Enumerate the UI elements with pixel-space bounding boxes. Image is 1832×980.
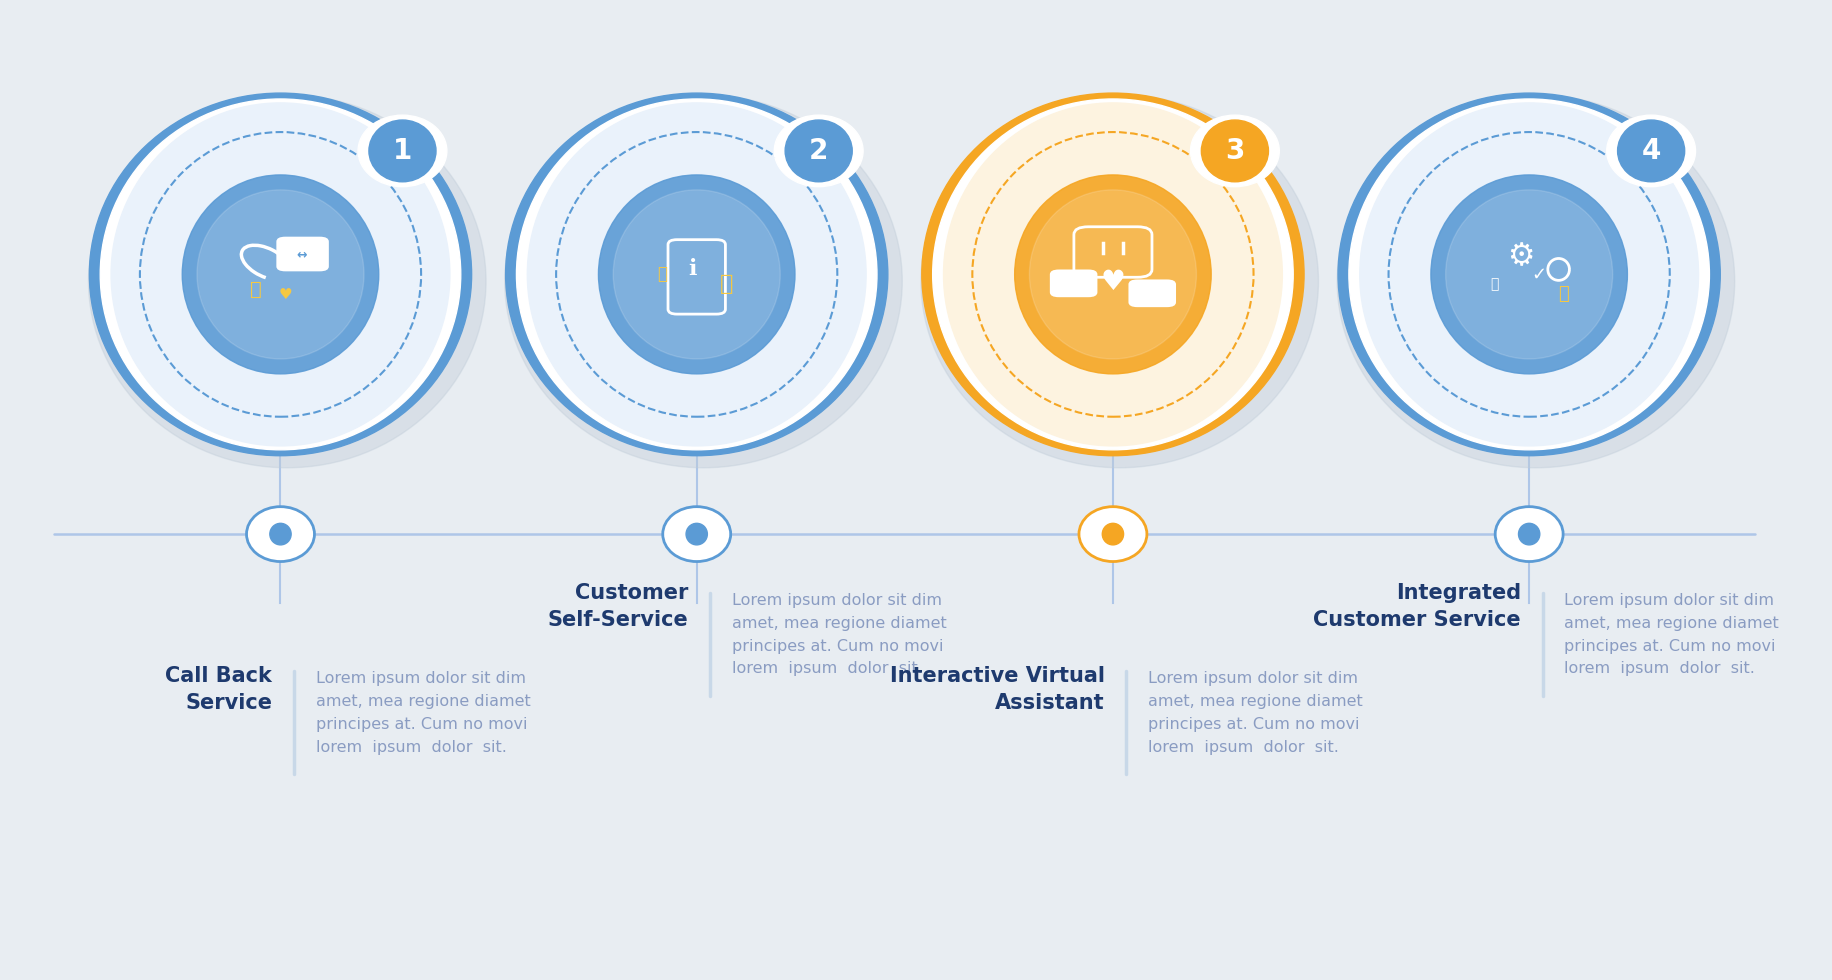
Ellipse shape xyxy=(775,116,863,186)
FancyBboxPatch shape xyxy=(1129,279,1176,307)
Text: ⚙: ⚙ xyxy=(1508,242,1535,271)
Ellipse shape xyxy=(1030,190,1196,359)
Text: Call Back
Service: Call Back Service xyxy=(165,666,273,712)
Text: 2: 2 xyxy=(810,137,828,165)
Text: 3: 3 xyxy=(1226,137,1244,165)
Text: 1: 1 xyxy=(392,137,412,165)
FancyBboxPatch shape xyxy=(277,237,330,271)
Ellipse shape xyxy=(198,190,365,359)
Ellipse shape xyxy=(1431,175,1627,374)
Ellipse shape xyxy=(1618,121,1685,182)
Ellipse shape xyxy=(614,190,780,359)
Ellipse shape xyxy=(506,95,901,467)
Ellipse shape xyxy=(90,93,471,456)
Ellipse shape xyxy=(101,99,462,450)
Text: ♥: ♥ xyxy=(1101,269,1125,296)
Ellipse shape xyxy=(921,95,1319,467)
Text: Lorem ipsum dolor sit dim
amet, mea regione diamet
principes at. Cum no movi
lor: Lorem ipsum dolor sit dim amet, mea regi… xyxy=(1149,671,1363,755)
Text: Interactive Virtual
Assistant: Interactive Virtual Assistant xyxy=(890,666,1105,712)
Ellipse shape xyxy=(269,523,291,545)
Ellipse shape xyxy=(1607,116,1696,186)
Ellipse shape xyxy=(368,121,436,182)
Ellipse shape xyxy=(599,175,795,374)
Text: Lorem ipsum dolor sit dim
amet, mea regione diamet
principes at. Cum no movi
lor: Lorem ipsum dolor sit dim amet, mea regi… xyxy=(733,593,947,676)
Ellipse shape xyxy=(1359,103,1698,446)
Ellipse shape xyxy=(506,93,889,456)
Ellipse shape xyxy=(528,103,867,446)
Ellipse shape xyxy=(517,99,878,450)
Text: ✓: ✓ xyxy=(1532,266,1546,283)
Text: 🧑: 🧑 xyxy=(1559,285,1568,303)
Ellipse shape xyxy=(1103,523,1123,545)
Ellipse shape xyxy=(943,103,1282,446)
Ellipse shape xyxy=(1202,121,1268,182)
Ellipse shape xyxy=(1191,116,1279,186)
Ellipse shape xyxy=(1519,523,1541,545)
Ellipse shape xyxy=(932,99,1293,450)
Ellipse shape xyxy=(663,507,731,562)
Ellipse shape xyxy=(88,95,485,467)
Text: Customer
Self-Service: Customer Self-Service xyxy=(548,583,689,629)
Ellipse shape xyxy=(1348,99,1709,450)
Text: Lorem ipsum dolor sit dim
amet, mea regione diamet
principes at. Cum no movi
lor: Lorem ipsum dolor sit dim amet, mea regi… xyxy=(1565,593,1779,676)
Ellipse shape xyxy=(181,175,379,374)
Ellipse shape xyxy=(112,103,451,446)
Ellipse shape xyxy=(1445,190,1612,359)
Text: ℹ: ℹ xyxy=(689,260,696,279)
Text: 💡: 💡 xyxy=(658,266,667,283)
Text: Lorem ipsum dolor sit dim
amet, mea regione diamet
principes at. Cum no movi
lor: Lorem ipsum dolor sit dim amet, mea regi… xyxy=(315,671,531,755)
Ellipse shape xyxy=(1015,175,1211,374)
Ellipse shape xyxy=(247,507,315,562)
FancyBboxPatch shape xyxy=(1050,270,1097,297)
Ellipse shape xyxy=(1337,95,1735,467)
Text: 4: 4 xyxy=(1641,137,1662,165)
Ellipse shape xyxy=(1079,507,1147,562)
Text: Integrated
Customer Service: Integrated Customer Service xyxy=(1314,583,1521,629)
Text: 📞: 📞 xyxy=(1491,277,1499,291)
Text: 👤: 👤 xyxy=(720,274,733,294)
Text: ♥: ♥ xyxy=(278,287,293,302)
Ellipse shape xyxy=(685,523,707,545)
Text: ✋: ✋ xyxy=(249,280,262,299)
Ellipse shape xyxy=(786,121,852,182)
Text: ↔: ↔ xyxy=(297,248,308,261)
Ellipse shape xyxy=(1337,93,1720,456)
Ellipse shape xyxy=(1495,507,1563,562)
Ellipse shape xyxy=(921,93,1304,456)
Ellipse shape xyxy=(357,116,447,186)
